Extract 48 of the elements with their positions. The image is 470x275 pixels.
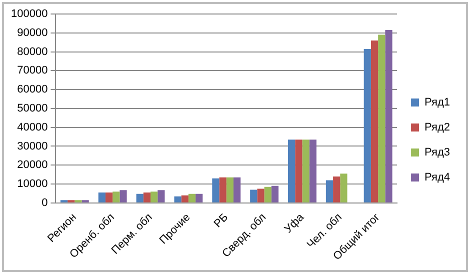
y-tick-label: 30000 <box>17 140 48 152</box>
bar <box>120 190 127 202</box>
bar <box>364 48 371 202</box>
bar <box>257 188 264 202</box>
bar <box>309 140 316 202</box>
bar <box>181 195 188 202</box>
bar <box>295 140 302 202</box>
bar <box>212 178 220 202</box>
y-tick-label: 0 <box>42 196 48 209</box>
bar <box>143 192 151 202</box>
y-tick-label: 90000 <box>17 26 48 39</box>
bar <box>326 180 334 202</box>
bar <box>333 176 340 202</box>
bar <box>370 40 378 202</box>
bar <box>250 190 258 202</box>
legend-label: Ряд2 <box>424 122 450 134</box>
y-tick-label: 20000 <box>17 159 48 172</box>
bar <box>158 190 165 202</box>
bar <box>112 192 120 202</box>
bar <box>378 34 386 202</box>
y-tick-label: 50000 <box>17 102 48 114</box>
bar <box>196 194 203 202</box>
bar <box>105 192 113 202</box>
bar <box>340 174 348 202</box>
y-tick-label: 70000 <box>17 64 48 77</box>
bar <box>288 140 296 202</box>
y-tick-label: 80000 <box>17 46 48 58</box>
y-tick-label: 100000 <box>10 8 48 20</box>
bar <box>219 177 226 202</box>
bar <box>385 30 392 202</box>
y-tick-label: 40000 <box>17 121 48 134</box>
bar <box>98 192 106 202</box>
bar <box>150 192 158 202</box>
y-tick-label: 10000 <box>17 178 48 190</box>
bar <box>188 194 196 202</box>
legend-label: Ряд4 <box>424 172 450 184</box>
bar <box>302 140 310 202</box>
legend-label: Ряд1 <box>424 96 450 109</box>
bar <box>136 194 144 202</box>
bar <box>174 196 182 202</box>
x-tick-label: Уфа <box>282 210 308 236</box>
bar <box>271 186 279 202</box>
y-tick-label: 60000 <box>17 84 48 96</box>
bar <box>226 177 234 202</box>
legend-label: Ряд3 <box>424 146 450 159</box>
bar <box>264 186 272 202</box>
x-tick-label: РБ <box>212 211 231 230</box>
bar <box>233 177 241 202</box>
